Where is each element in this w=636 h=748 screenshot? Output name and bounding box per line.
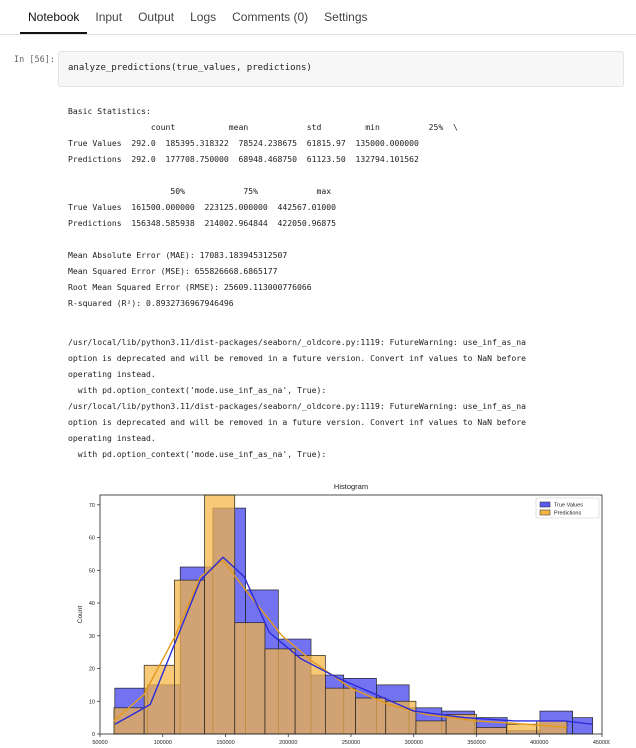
warning-line: option is deprecated and will be removed… [68,417,527,427]
tab-input[interactable]: Input [95,10,123,24]
histogram-chart: Histogram Count 0 10 20 30 40 50 60 70 50000 100000… [70,478,610,748]
warning-line: /usr/local/lib/python3.11/dist-packages/… [68,401,527,411]
x-tick-label: 300000 [405,740,423,746]
bar-predictions [264,648,296,735]
x-tick-label: 350000 [467,740,485,746]
warning-line: operating instead. [68,369,156,379]
bar-predictions [475,727,507,735]
bar-predictions [385,700,417,735]
bar-predictions [506,723,538,735]
y-tick-label: 70 [89,503,95,509]
tab-settings[interactable]: Settings [324,10,368,24]
x-tick-label: 400000 [530,740,548,746]
warning-output: /usr/local/lib/python3.11/dist-packages/… [68,334,608,462]
kde-true-values [114,556,593,725]
code-input[interactable]: analyze_predictions(true_values, predict… [68,63,312,73]
cell-prompt: In [56]: [14,55,55,65]
stats-output: Basic Statistics: count mean std min 25%… [68,103,458,311]
y-tick-label: 20 [89,667,95,673]
bar-predictions [324,687,356,735]
tab-comments-0[interactable]: Comments (0) [232,10,309,24]
x-tick-label: 50000 [92,740,107,746]
tab-output[interactable]: Output [138,10,175,24]
y-tick-label: 40 [89,601,95,607]
legend-box [535,497,600,519]
output-line: Basic Statistics: [68,106,151,116]
output-line: True Values 292.0 185395.318322 78524.23… [68,138,419,148]
x-tick-label: 150000 [216,740,234,746]
y-tick-label: 60 [89,536,95,542]
output-line: True Values 161500.000000 223125.000000 … [68,202,337,212]
output-line: Predictions 156348.585938 214002.964844 … [68,218,337,228]
warning-line: with pd.option_context('mode.use_inf_as_… [77,385,327,395]
output-line: Predictions 292.0 177708.750000 68948.46… [68,154,419,164]
y-tick-label: 0 [92,732,95,738]
x-tick-label: 250000 [342,740,360,746]
output-line: 50% 75% max [170,186,332,196]
legend-label: Predictions [554,511,581,517]
bar-predictions [113,707,145,735]
bar-predictions [415,720,447,735]
output-line: R-squared (R²): 0.8932736967946496 [68,298,234,308]
output-line: Root Mean Squared Error (RMSE): 25609.11… [68,282,312,292]
legend-swatch [539,509,551,516]
bar-predictions [234,622,266,735]
x-tick-label: 100000 [154,740,172,746]
warning-line: option is deprecated and will be removed… [68,353,527,363]
tab-bar: Notebook Input Output Logs Comments (0) Setti… [0,0,636,35]
x-tick-label: 200000 [279,740,297,746]
legend-label: True Values [554,503,583,509]
bar-predictions [355,697,387,735]
warning-line: operating instead. [68,433,156,443]
bar-predictions [143,664,175,735]
x-tick-label: 450000 [593,740,610,746]
code-cell[interactable]: analyze_predictions(true_values, predict… [58,51,624,87]
output-line: count mean std min 25% \ [150,122,458,132]
bar-predictions [204,494,236,735]
output-line: Mean Absolute Error (MAE): 17083.1839453… [68,250,288,260]
legend-swatch [539,501,551,508]
output-line: Mean Squared Error (MSE): 655826668.6865… [68,266,278,276]
kde-predictions [113,559,567,729]
y-tick-label: 50 [89,568,95,574]
y-tick-label: 30 [89,634,95,640]
tab-logs[interactable]: Logs [190,10,217,24]
warning-line: /usr/local/lib/python3.11/dist-packages/… [68,337,527,347]
y-axis-label: Count [77,606,84,624]
histogram-svg: Histogram Count 0 10 20 30 40 50 60 70 50000 100000… [77,482,610,746]
y-tick-label: 10 [89,699,95,705]
tab-notebook[interactable]: Notebook [20,10,88,34]
warning-line: with pd.option_context('mode.use_inf_as_… [77,449,327,459]
bar-true-values [572,717,594,735]
chart-title: Histogram [334,482,368,491]
